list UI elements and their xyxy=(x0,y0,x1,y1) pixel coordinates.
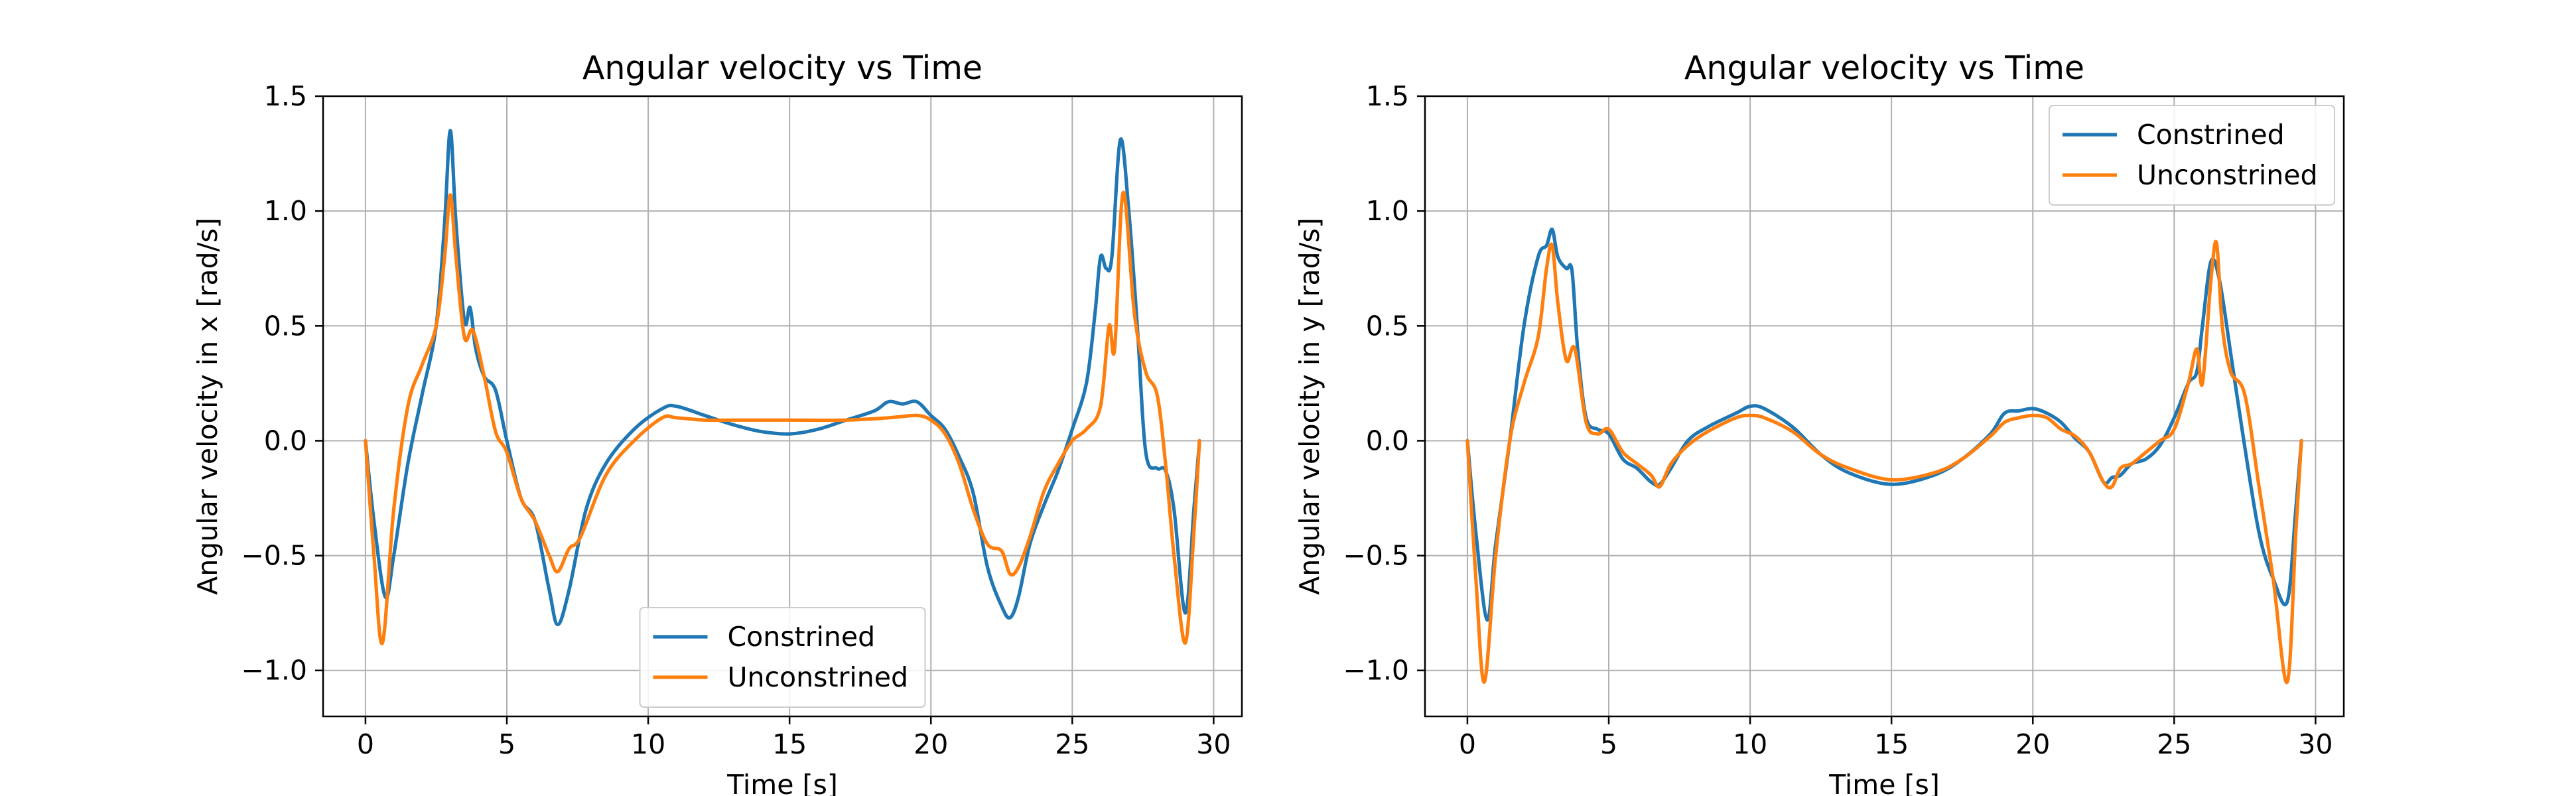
y-tick-label: −0.5 xyxy=(1343,540,1409,572)
chart-title: Angular velocity vs Time xyxy=(582,49,983,87)
y-tick-label: −0.5 xyxy=(241,540,307,572)
x-tick-label: 10 xyxy=(631,728,665,760)
y-tick-label: 0.5 xyxy=(1366,310,1409,342)
legend: Constrined Unconstrined xyxy=(2049,105,2335,206)
legend-label: Constrined xyxy=(2137,119,2285,151)
y-tick-label: 1.5 xyxy=(1366,80,1409,112)
y-tick-label: 1.0 xyxy=(1366,195,1409,227)
chart-title: Angular velocity vs Time xyxy=(1684,49,2084,87)
legend-label: Unconstrined xyxy=(728,661,909,693)
y-tick-label: −1.0 xyxy=(1343,655,1409,687)
x-tick-label: 10 xyxy=(1733,728,1767,760)
y-tick-label: 1.0 xyxy=(264,195,307,227)
y-tick-label: 0.0 xyxy=(264,425,307,456)
x-tick-label: 25 xyxy=(1055,728,1089,760)
y-tick-label: 0.0 xyxy=(1366,425,1409,456)
legend-label: Constrined xyxy=(728,621,876,653)
y-tick-label: −1.0 xyxy=(241,655,307,687)
legend: Constrined Unconstrined xyxy=(639,607,926,708)
x-tick-label: 5 xyxy=(1600,728,1617,760)
series-line-unconstrined xyxy=(1465,239,2303,685)
y-axis-label: Angular velocity in x [rad/s] xyxy=(192,218,224,595)
x-tick-label: 15 xyxy=(1874,728,1909,760)
chart-angular-velocity-y: 0 5 10 15 20 25 30 −1.0 −0.5 0.0 0.5 1.0 1.5 Angular … xyxy=(1294,49,2345,796)
legend-label: Unconstrined xyxy=(2137,159,2318,191)
x-axis-label: Time [s] xyxy=(726,769,838,796)
x-tick-label: 5 xyxy=(498,728,515,760)
legend-box xyxy=(639,607,926,708)
x-tick-label: 0 xyxy=(357,728,374,760)
y-axis-label: Angular velocity in y [rad/s] xyxy=(1294,218,1325,595)
x-tick-label: 30 xyxy=(2298,728,2333,760)
axes-frame xyxy=(322,95,1243,718)
chart-angular-velocity-x: 0 5 10 15 20 25 30 −1.0 −0.5 0.0 0.5 1.0 1.5 Angular … xyxy=(192,49,1243,796)
x-axis-label: Time [s] xyxy=(1828,769,1940,796)
x-tick-label: 25 xyxy=(2157,728,2191,760)
x-tick-label: 15 xyxy=(772,728,807,760)
y-tick-label: 0.5 xyxy=(264,310,307,342)
axes-frame xyxy=(1424,95,2345,718)
y-tick-label: 1.5 xyxy=(264,80,307,112)
x-tick-label: 20 xyxy=(2015,728,2050,760)
x-tick-label: 20 xyxy=(914,728,948,760)
x-tick-label: 0 xyxy=(1459,728,1476,760)
x-tick-label: 30 xyxy=(1196,728,1231,760)
series-line-unconstrined xyxy=(364,190,1201,645)
series-line-constrined xyxy=(1465,228,2303,622)
legend-box xyxy=(2049,105,2335,206)
